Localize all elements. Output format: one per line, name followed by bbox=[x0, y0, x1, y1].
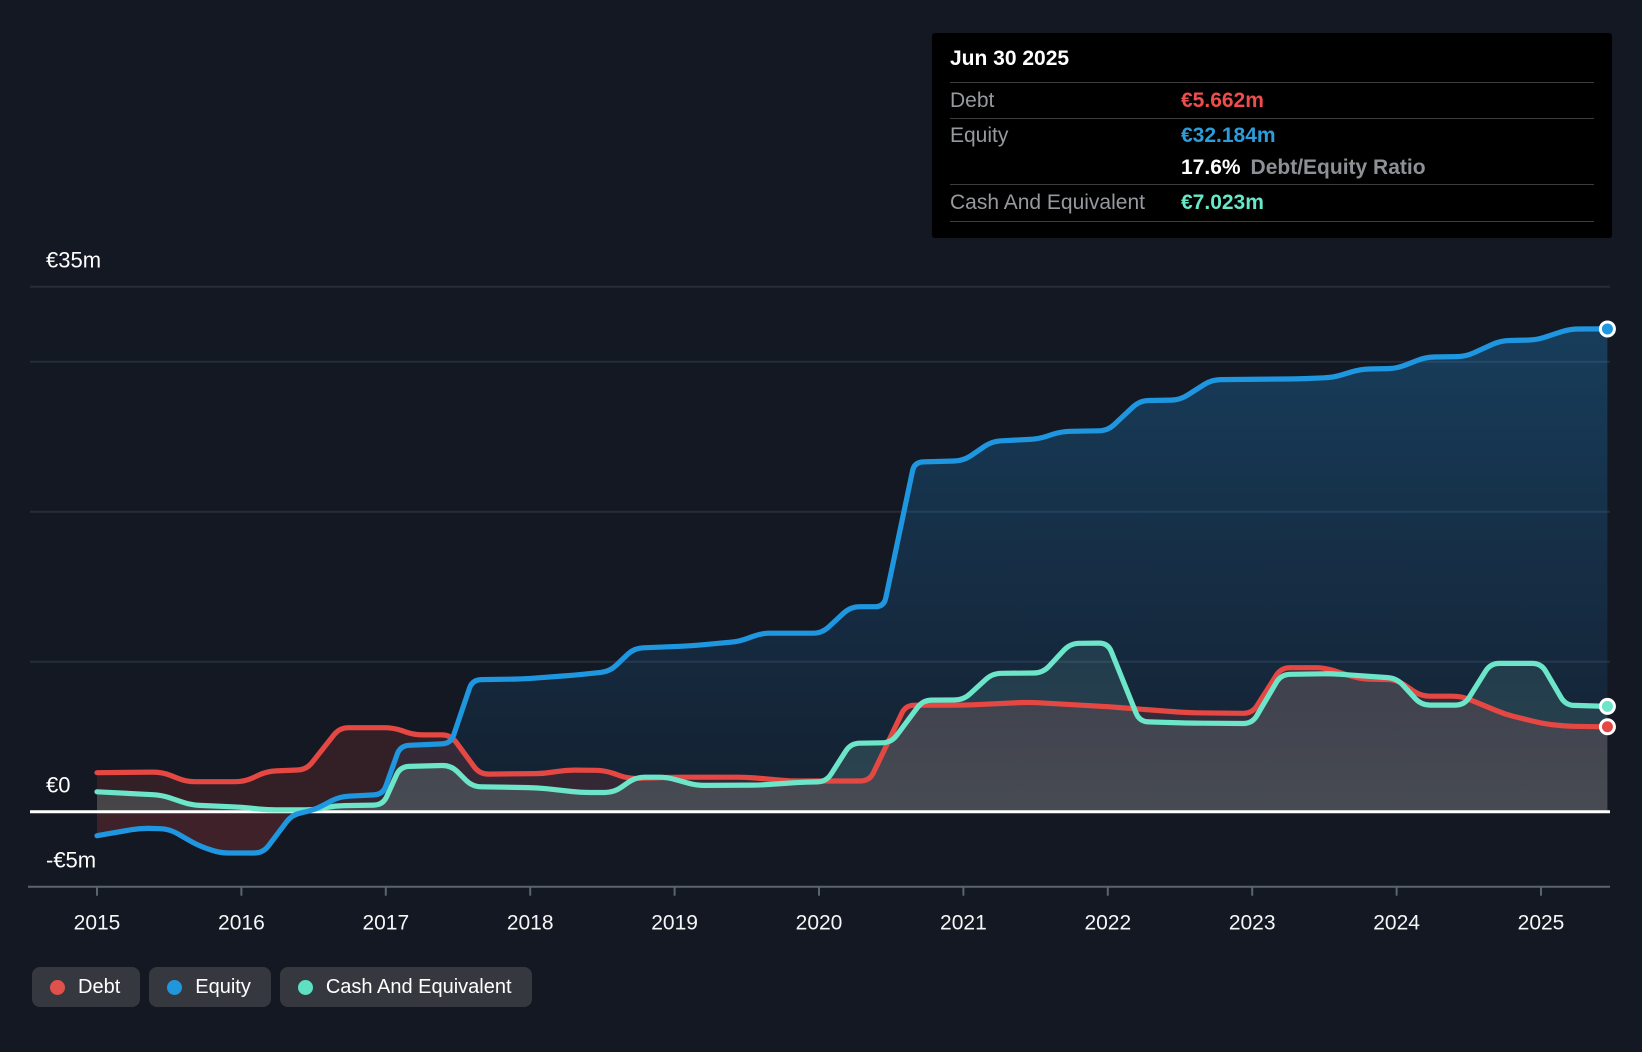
tooltip-equity-value: €32.184m bbox=[1181, 123, 1276, 147]
legend-equity-label: Equity bbox=[195, 975, 251, 998]
equity-dot-icon bbox=[167, 979, 183, 995]
cash-line bbox=[94, 640, 1610, 813]
legend-debt-label: Debt bbox=[78, 975, 121, 998]
legend-item-cash[interactable]: Cash And Equivalent bbox=[279, 967, 532, 1007]
tooltip-equity-label: Equity bbox=[950, 123, 1009, 147]
x-axis-label-2021: 2021 bbox=[940, 911, 987, 934]
equity-endpoint-marker bbox=[1598, 320, 1616, 338]
debt-dot-icon bbox=[50, 979, 65, 995]
equity-negative-area bbox=[97, 811, 307, 853]
tooltip-equity-row: Equity €32.184m bbox=[950, 118, 1594, 152]
cash-dot-icon bbox=[297, 979, 313, 995]
x-axis-label-2020: 2020 bbox=[796, 911, 843, 934]
x-axis-label-2018: 2018 bbox=[507, 911, 554, 934]
debt-endpoint-marker bbox=[1598, 718, 1616, 736]
tooltip-cash-label: Cash And Equivalent bbox=[950, 191, 1145, 214]
tooltip-cash-row: Cash And Equivalent €7.023m bbox=[950, 184, 1594, 221]
x-axis-label-2025: 2025 bbox=[1518, 911, 1565, 934]
tooltip-debt-row: Debt €5.662m bbox=[950, 82, 1594, 118]
x-axis-label-2019: 2019 bbox=[651, 911, 698, 934]
y-axis-label--5: -€5m bbox=[46, 848, 96, 873]
tooltip-cash-value: €7.023m bbox=[1181, 191, 1264, 214]
legend-item-equity[interactable]: Equity bbox=[149, 967, 271, 1007]
x-axis-label-2017: 2017 bbox=[362, 911, 409, 934]
chart-tooltip: Jun 30 2025 Debt €5.662m Equity €32.184m… bbox=[932, 33, 1612, 238]
legend-cash-label: Cash And Equivalent bbox=[325, 975, 512, 998]
tooltip-ratio-value: 17.6% bbox=[1181, 156, 1241, 179]
tooltip-date: Jun 30 2025 bbox=[950, 47, 1070, 70]
tooltip-debt-label: Debt bbox=[950, 88, 995, 112]
tooltip-debt-value: €5.662m bbox=[1181, 88, 1264, 112]
x-axis-label-2022: 2022 bbox=[1084, 911, 1131, 934]
tooltip-ratio-row: 17.6% Debt/Equity Ratio bbox=[950, 152, 1594, 184]
equity-line bbox=[94, 326, 1610, 856]
y-axis-label-35: €35m bbox=[46, 248, 101, 273]
x-axis-label-2024: 2024 bbox=[1373, 911, 1420, 934]
cash-area bbox=[97, 643, 1608, 812]
equity-area bbox=[97, 328, 1608, 812]
chart-legend: Debt Equity Cash And Equivalent bbox=[32, 967, 532, 1007]
x-axis-label-2023: 2023 bbox=[1229, 911, 1276, 934]
y-axis-label-0: €0 bbox=[46, 773, 70, 798]
legend-item-debt[interactable]: Debt bbox=[32, 967, 141, 1007]
tooltip-ratio-label: Debt/Equity Ratio bbox=[1250, 156, 1426, 179]
cash-endpoint-marker bbox=[1598, 697, 1616, 715]
x-axis-label-2015: 2015 bbox=[74, 911, 121, 934]
x-axis-label-2016: 2016 bbox=[218, 911, 265, 934]
